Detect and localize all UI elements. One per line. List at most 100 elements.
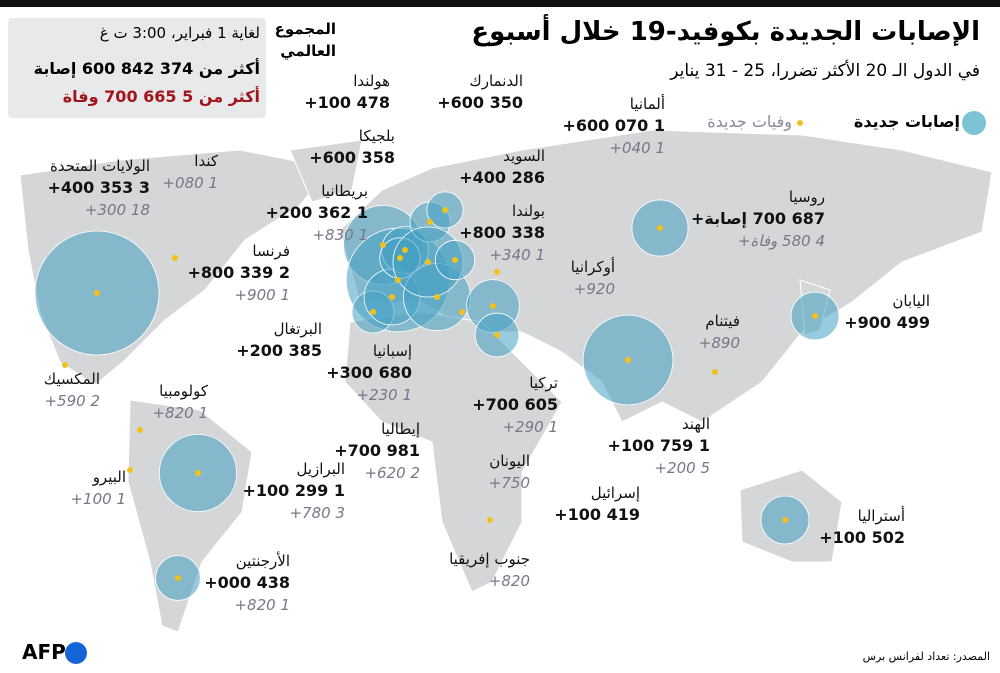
country-name: فرنسا: [252, 242, 290, 260]
legend-cases: إصابات جديدة: [853, 112, 960, 131]
country-name: البيرو: [92, 468, 126, 486]
country-label: الدنمارك 350 600+: [437, 70, 523, 114]
total-heading: المجموع العالمي: [274, 20, 336, 60]
country-deaths: 1 230+: [356, 386, 412, 404]
country-name: الأرجنتين: [235, 552, 290, 570]
country-dot: [459, 309, 465, 315]
country-deaths: 1 900+: [234, 286, 290, 304]
country-name: البرازيل: [296, 460, 346, 478]
country-label: بولندا 338 800+ 1 340+: [459, 200, 545, 266]
country-name: تركيا: [529, 374, 558, 392]
logo-dot: [65, 642, 87, 664]
country-label: السويد 286 400+: [459, 145, 545, 189]
country-label: فيتنام 890+: [699, 310, 740, 354]
country-name: جنوب إفريقيا: [449, 550, 530, 568]
country-label: تركيا 605 700+ 1 290+: [472, 372, 558, 438]
country-deaths: 4 580 وفاة+: [737, 232, 825, 250]
country-cases: 1 362 200+: [265, 203, 368, 222]
country-dot: [712, 369, 718, 375]
country-name: كولومبيا: [159, 382, 208, 400]
source: المصدر: تعداد لفرانس برس: [862, 650, 990, 663]
country-cases: 286 400+: [459, 168, 545, 187]
country-cases: 605 700+: [472, 395, 558, 414]
country-cases: 358 600+: [309, 148, 395, 167]
country-dot: [490, 303, 496, 309]
country-dot: [94, 290, 100, 296]
country-dot: [657, 225, 663, 231]
country-name: فيتنام: [705, 312, 740, 330]
country-deaths: 890+: [698, 334, 740, 352]
country-name: إيطاليا: [381, 420, 420, 438]
country-cases: 1 759 100+: [607, 436, 710, 455]
country-label: اليونان 750+: [489, 450, 530, 494]
country-label: الهند 1 759 100+ 5 200+: [607, 413, 710, 479]
country-dot: [62, 362, 68, 368]
country-dot: [380, 242, 386, 248]
country-cases: 1 299 100+: [242, 481, 345, 500]
country-cases: 981 700+: [334, 441, 420, 460]
country-name: بريطانيا: [321, 182, 368, 200]
country-label: فرنسا 2 339 800+ 1 900+: [187, 240, 290, 306]
logo: AFP: [22, 640, 66, 664]
country-label: روسيا 687 700 إصابة+ 4 580 وفاة+: [691, 186, 825, 252]
country-cases: 438 000+: [204, 573, 290, 592]
country-deaths: 1 080+: [162, 174, 218, 192]
country-deaths: 3 780+: [289, 504, 345, 522]
country-dot: [434, 294, 440, 300]
country-deaths: 820+: [488, 572, 530, 590]
country-deaths: 1 100+: [70, 490, 126, 508]
country-deaths: 1 830+: [312, 226, 368, 244]
country-label: هولندا 478 100+: [304, 70, 390, 114]
country-dot: [370, 309, 376, 315]
country-deaths: 5 200+: [654, 459, 710, 477]
country-dot: [442, 207, 448, 213]
country-cases: 687 700 إصابة+: [690, 209, 825, 228]
subtitle: في الدول الـ 20 الأكثر تضررا، 25 - 31 ين…: [670, 61, 980, 81]
country-deaths: 1 820+: [152, 404, 208, 422]
country-dot: [175, 575, 181, 581]
total-box: [8, 18, 266, 118]
country-cases: 680 300+: [326, 363, 412, 382]
country-cases: 3 353 400+: [47, 178, 150, 197]
country-name: المكسيك: [43, 370, 100, 388]
total-date: لغاية 1 فبراير، 3:00 ت غ: [99, 24, 260, 42]
country-dot: [427, 219, 433, 225]
country-label: جنوب إفريقيا 820+: [449, 548, 530, 592]
country-deaths: 2 620+: [364, 464, 420, 482]
country-deaths: 920+: [573, 280, 615, 298]
country-label: إيطاليا 981 700+ 2 620+: [334, 418, 420, 484]
country-name: بولندا: [511, 202, 545, 220]
country-name: إسرائيل: [590, 484, 640, 502]
legend-deaths: وفيات جديدة: [707, 112, 792, 131]
country-label: إسبانيا 680 300+ 1 230+: [326, 340, 412, 406]
country-name: أوكرانيا: [570, 258, 615, 276]
country-dot: [782, 517, 788, 523]
country-cases: 350 600+: [437, 93, 523, 112]
country-name: كندا: [194, 152, 218, 170]
country-name: أستراليا: [857, 507, 905, 525]
country-name: ألمانيا: [629, 95, 665, 113]
country-dot: [487, 517, 493, 523]
country-name: الدنمارك: [469, 72, 523, 90]
country-cases: 385 200+: [236, 341, 322, 360]
country-dot: [395, 277, 401, 283]
country-deaths: 1 340+: [489, 246, 545, 264]
country-dot: [452, 257, 458, 263]
country-name: اليونان: [489, 452, 530, 470]
country-deaths: 1 290+: [502, 418, 558, 436]
country-dot: [195, 470, 201, 476]
country-label: البرتغال 385 200+: [236, 318, 322, 362]
country-label: إسرائيل 419 100+: [554, 482, 640, 526]
country-deaths: 750+: [488, 474, 530, 492]
legend-case-swatch: [962, 111, 986, 135]
country-dot: [172, 255, 178, 261]
country-name: الهند: [681, 415, 710, 433]
country-name: اليابان: [892, 292, 930, 310]
country-label: الأرجنتين 438 000+ 1 820+: [204, 550, 290, 616]
country-label: ألمانيا 1 070 600+ 1 040+: [562, 93, 665, 159]
country-dot: [127, 467, 133, 473]
country-label: اليابان 499 900+: [844, 290, 930, 334]
dots: [62, 207, 818, 581]
country-name: إسبانيا: [372, 342, 412, 360]
